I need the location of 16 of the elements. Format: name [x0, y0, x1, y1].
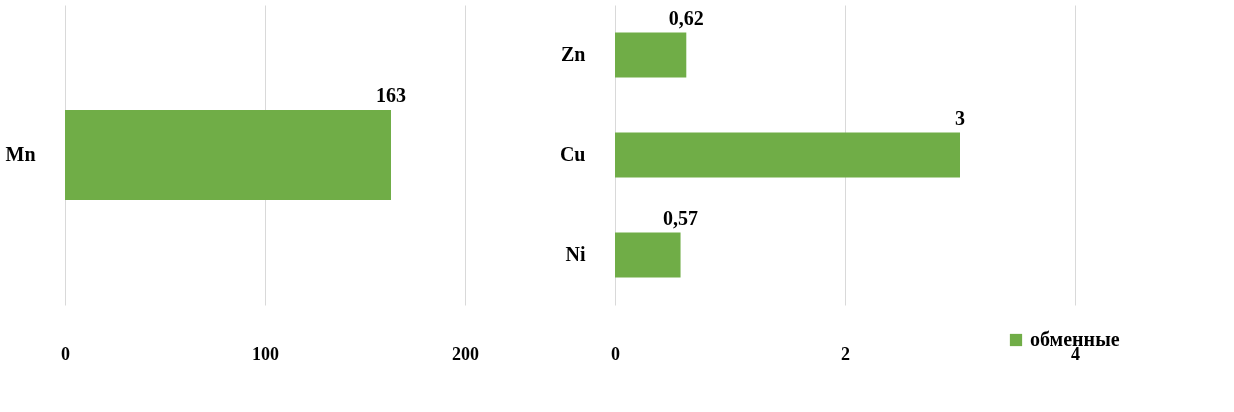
- y-tick-label: Zn: [561, 43, 586, 65]
- data-label: 0,62: [668, 6, 704, 29]
- data-label: 163: [376, 84, 406, 106]
- x-tick-label: 2: [841, 343, 850, 364]
- x-tick-label: 200: [452, 343, 479, 364]
- data-label: 0,57: [663, 206, 699, 229]
- x-tick-label: 0: [61, 343, 70, 364]
- y-tick-label: Cu: [559, 143, 586, 165]
- x-tick-label: 0: [611, 343, 620, 364]
- bar: [615, 232, 681, 278]
- bar: [615, 32, 687, 78]
- data-label: 3: [955, 106, 965, 129]
- y-tick-label: Ni: [565, 243, 586, 265]
- bar: [615, 132, 960, 178]
- x-tick-label: 100: [252, 343, 279, 364]
- y-tick-label: Mn: [5, 143, 36, 165]
